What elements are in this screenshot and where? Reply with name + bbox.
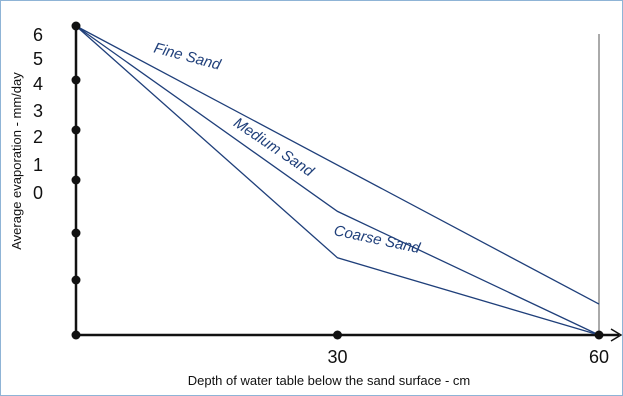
- y-axis-marker: [71, 175, 81, 185]
- series-lines: [75, 25, 600, 336]
- y-axis-marker: [71, 21, 81, 31]
- series-line-medium-sand: [75, 25, 600, 336]
- x-axis-marker: [333, 330, 342, 340]
- x-tick-label: 30: [327, 347, 347, 367]
- y-tick-label: 4: [33, 74, 43, 94]
- axes: [74, 26, 622, 342]
- x-axis-title: Depth of water table below the sand surf…: [188, 373, 471, 388]
- y-tick-label: 0: [33, 183, 43, 203]
- y-tick-label: 3: [33, 101, 43, 121]
- y-axis-marker: [71, 75, 81, 85]
- y-tick-label: 2: [33, 127, 43, 147]
- y-axis-marker: [71, 228, 81, 238]
- series-line-coarse-sand: [75, 25, 600, 336]
- y-tick-label: 5: [33, 49, 43, 69]
- y-axis-marker: [71, 275, 81, 285]
- y-axis-title: Average evaporation - mm/day: [9, 72, 24, 250]
- series-label-fine-sand: Fine Sand: [152, 40, 223, 74]
- y-axis-marker: [71, 125, 81, 135]
- x-axis-arrow-icon: [610, 328, 622, 342]
- y-tick-label: 6: [33, 25, 43, 45]
- x-tick-label: 60: [589, 347, 609, 367]
- labels: 6 5 4 3 2 1 0 30 60 Depth of water table below th…: [9, 25, 609, 388]
- x-axis-marker: [594, 330, 604, 340]
- series-line-fine-sand: [75, 25, 600, 305]
- axis-markers: [71, 21, 604, 340]
- y-axis-marker: [71, 330, 81, 340]
- series-label-coarse-sand: Coarse Sand: [332, 222, 422, 257]
- y-tick-label: 1: [33, 155, 43, 175]
